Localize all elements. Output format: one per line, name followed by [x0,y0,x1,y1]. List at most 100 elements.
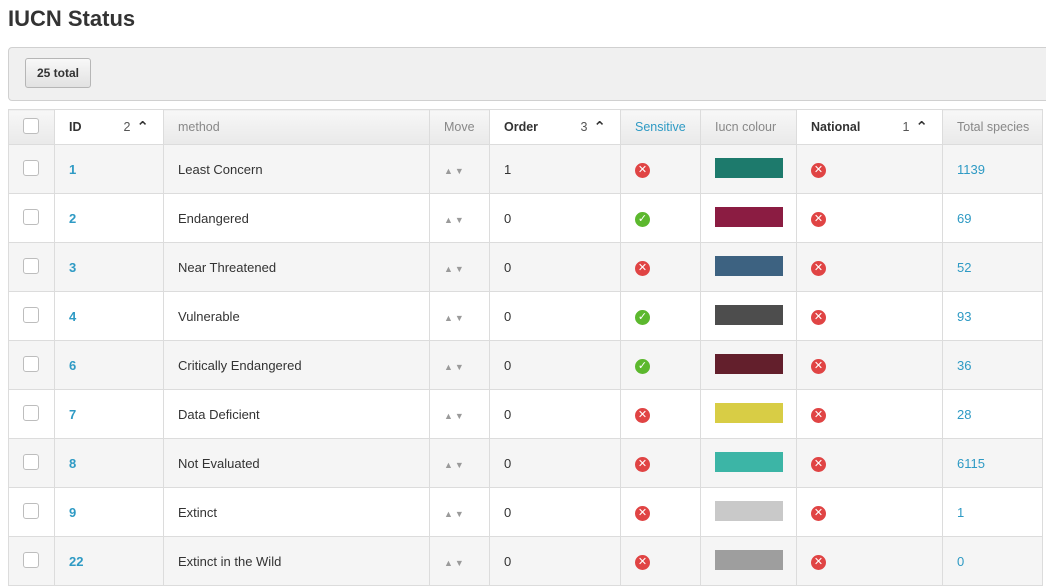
table-row[interactable]: 4 Vulnerable ▲▼ 0 ✓ ✕ 93 [8,291,1043,341]
triangle-up-icon[interactable]: ▲ [444,508,455,519]
select-all-checkbox[interactable] [23,117,39,134]
triangle-up-icon[interactable]: ▲ [444,459,455,470]
triangle-up-icon[interactable]: ▲ [444,312,455,323]
row-id-link[interactable]: 2 [69,210,77,226]
header-iucn-colour[interactable]: Iucn colour [700,109,797,145]
total-species-link[interactable]: 1139 [957,161,985,177]
triangle-down-icon[interactable]: ▼ [454,361,466,372]
table-row[interactable]: 6 Critically Endangered ▲▼ 0 ✓ ✕ 36 [8,340,1043,390]
order-value: 0 [504,455,512,471]
total-species-link[interactable]: 0 [957,553,965,569]
national-cell: ✕ [796,144,943,194]
national-cell: ✕ [796,291,943,341]
row-checkbox[interactable] [23,355,39,372]
row-id-link[interactable]: 7 [69,406,77,422]
header-id[interactable]: ID 2 ⌃ [54,109,164,145]
method-cell: Least Concern [163,144,430,194]
total-species-cell: 36 [942,340,1043,390]
header-total-species-label: Total species [957,120,1030,134]
id-sort-rank: 2 [123,120,131,134]
method-text: Vulnerable [178,308,240,324]
order-value: 0 [504,259,512,275]
header-method[interactable]: method [163,109,430,145]
total-count-button[interactable]: 25 total [25,58,92,88]
table-row[interactable]: 2 Endangered ▲▼ 0 ✓ ✕ 69 [8,193,1043,243]
header-sensitive[interactable]: Sensitive [620,109,701,145]
x-circle-icon: ✕ [811,309,826,325]
table-row[interactable]: 9 Extinct ▲▼ 0 ✕ ✕ 1 [8,487,1043,537]
colour-swatch [715,353,783,374]
id-cell: 2 [54,193,164,243]
row-checkbox[interactable] [23,257,39,274]
row-checkbox[interactable] [23,159,39,176]
triangle-up-icon[interactable]: ▲ [444,165,455,176]
table-row[interactable]: 7 Data Deficient ▲▼ 0 ✕ ✕ 28 [8,389,1043,439]
total-species-link[interactable]: 93 [957,308,972,324]
chevron-up-icon: ⌃ [593,118,606,136]
row-id-link[interactable]: 6 [69,357,77,373]
triangle-down-icon[interactable]: ▼ [454,214,466,225]
triangle-down-icon[interactable]: ▼ [454,410,466,421]
total-species-cell: 0 [942,536,1043,586]
triangle-down-icon[interactable]: ▼ [454,263,466,274]
triangle-up-icon[interactable]: ▲ [444,361,455,372]
row-checkbox[interactable] [23,404,39,421]
check-circle-icon: ✓ [635,358,650,374]
row-id-link[interactable]: 22 [69,553,84,569]
table-row[interactable]: 1 Least Concern ▲▼ 1 ✕ ✕ 1139 [8,144,1043,194]
row-checkbox[interactable] [23,453,39,470]
total-species-cell: 93 [942,291,1043,341]
row-id-link[interactable]: 1 [69,161,77,177]
x-circle-icon: ✕ [635,456,650,472]
triangle-down-icon[interactable]: ▼ [454,459,466,470]
triangle-down-icon[interactable]: ▼ [454,312,466,323]
colour-swatch [715,304,783,325]
method-text: Not Evaluated [178,455,260,471]
triangle-down-icon[interactable]: ▼ [454,508,466,519]
triangle-up-icon[interactable]: ▲ [444,214,455,225]
colour-swatch [715,206,783,227]
row-checkbox[interactable] [23,306,39,323]
triangle-down-icon[interactable]: ▼ [454,557,466,568]
triangle-up-icon[interactable]: ▲ [444,410,455,421]
row-id-link[interactable]: 4 [69,308,77,324]
chevron-up-icon: ⌃ [136,118,149,136]
total-species-link[interactable]: 69 [957,210,972,226]
method-cell: Extinct in the Wild [163,536,430,586]
triangle-up-icon[interactable]: ▲ [444,263,455,274]
table-row[interactable]: 8 Not Evaluated ▲▼ 0 ✕ ✕ 6115 [8,438,1043,488]
triangle-up-icon[interactable]: ▲ [444,557,455,568]
method-text: Data Deficient [178,406,260,422]
order-value: 0 [504,308,512,324]
move-cell: ▲▼ [429,389,490,439]
order-value: 0 [504,406,512,422]
total-species-link[interactable]: 28 [957,406,972,422]
total-species-link[interactable]: 52 [957,259,972,275]
row-id-link[interactable]: 9 [69,504,77,520]
header-national[interactable]: National 1 ⌃ [796,109,943,145]
table-row[interactable]: 22 Extinct in the Wild ▲▼ 0 ✕ ✕ 0 [8,536,1043,586]
x-circle-icon: ✕ [635,260,650,276]
row-checkbox[interactable] [23,502,39,519]
total-species-cell: 1 [942,487,1043,537]
row-id-link[interactable]: 3 [69,259,77,275]
row-checkbox[interactable] [23,208,39,225]
header-order[interactable]: Order 3 ⌃ [489,109,621,145]
national-cell: ✕ [796,438,943,488]
colour-cell [700,144,797,194]
row-checkbox[interactable] [23,551,39,568]
header-sensitive-label: Sensitive [635,120,686,134]
total-species-link[interactable]: 6115 [957,455,985,471]
table-row[interactable]: 3 Near Threatened ▲▼ 0 ✕ ✕ 52 [8,242,1043,292]
total-species-link[interactable]: 36 [957,357,972,373]
total-species-link[interactable]: 1 [957,504,965,520]
colour-cell [700,438,797,488]
row-id-link[interactable]: 8 [69,455,77,471]
header-total-species[interactable]: Total species [942,109,1043,145]
check-circle-icon: ✓ [635,309,650,325]
triangle-down-icon[interactable]: ▼ [454,165,466,176]
colour-cell [700,389,797,439]
order-value: 1 [504,161,512,177]
order-cell: 0 [489,242,621,292]
total-species-cell: 28 [942,389,1043,439]
